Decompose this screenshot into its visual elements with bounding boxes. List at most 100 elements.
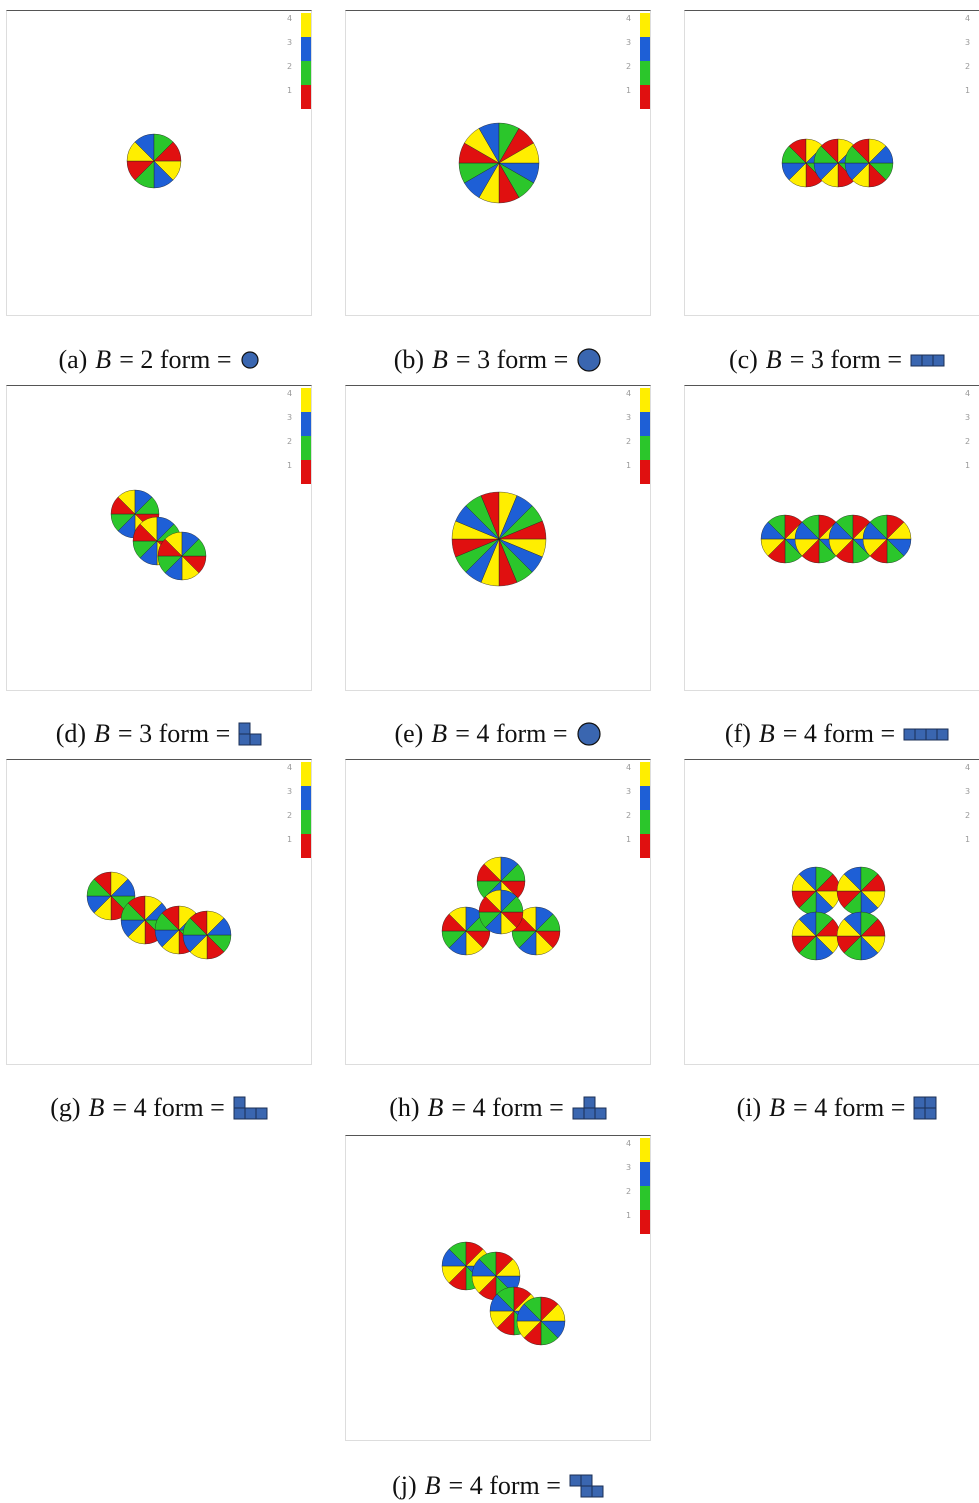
blob bbox=[844, 138, 894, 188]
caption-symbol: B bbox=[769, 1093, 786, 1122]
blob bbox=[791, 911, 841, 961]
caption-text: = 3 form = bbox=[789, 345, 903, 374]
form-icon bbox=[569, 1474, 604, 1498]
blob bbox=[836, 866, 886, 916]
caption-label: (i) bbox=[736, 1093, 762, 1122]
colorbar-label: 1 bbox=[626, 1211, 631, 1220]
blob bbox=[511, 906, 561, 956]
colorbar-segment bbox=[640, 1162, 650, 1186]
caption-symbol: B bbox=[94, 719, 110, 748]
colorbar-label: 4 bbox=[287, 763, 292, 772]
caption-symbol: B bbox=[431, 719, 448, 748]
colorbar-segment bbox=[301, 436, 311, 460]
form-icon bbox=[910, 354, 945, 366]
colorbar-segment bbox=[301, 412, 311, 436]
colorbar-label: 1 bbox=[626, 86, 631, 95]
caption: (e) B = 4 form = bbox=[333, 717, 663, 751]
blob bbox=[781, 138, 831, 188]
colorbar-label: 1 bbox=[287, 461, 292, 470]
colorbar-segment bbox=[301, 460, 311, 484]
blob bbox=[86, 871, 136, 921]
caption: (i) B = 4 form = bbox=[672, 1091, 979, 1125]
panel: 4 3 2 1 bbox=[684, 10, 979, 316]
wedge bbox=[498, 520, 547, 540]
wedge bbox=[886, 521, 912, 540]
panel: 4 3 2 1 bbox=[345, 385, 651, 691]
colorbar-label: 2 bbox=[965, 437, 970, 446]
blob bbox=[458, 122, 540, 204]
caption-label: (b) bbox=[393, 345, 425, 374]
colorbar-segment bbox=[640, 460, 650, 484]
colorbar-segment bbox=[640, 810, 650, 834]
form-square bbox=[244, 1107, 257, 1120]
form-square bbox=[233, 1096, 246, 1109]
form-icon bbox=[913, 1096, 937, 1120]
blob bbox=[791, 866, 841, 916]
wedge bbox=[134, 496, 160, 515]
colorbar-label: 2 bbox=[287, 62, 292, 71]
colorbar-label: 2 bbox=[965, 62, 970, 71]
colorbar-label: 4 bbox=[626, 389, 631, 398]
form-circle bbox=[240, 351, 259, 369]
wedge bbox=[495, 1258, 521, 1277]
form-icon bbox=[576, 722, 601, 746]
colorbar-label: 3 bbox=[965, 787, 970, 796]
form-icon bbox=[903, 728, 949, 740]
colorbar-segment bbox=[640, 1210, 650, 1234]
colorbar-label: 3 bbox=[965, 38, 970, 47]
form-square bbox=[583, 1096, 596, 1109]
colorbar-label: 3 bbox=[287, 413, 292, 422]
form-square bbox=[594, 1107, 607, 1120]
colorbar-segment bbox=[301, 13, 311, 37]
colorbar: 4 3 2 1 bbox=[287, 13, 311, 109]
colorbar-label: 2 bbox=[287, 811, 292, 820]
caption-symbol: B bbox=[88, 1093, 105, 1122]
caption: (j) B = 4 form = bbox=[333, 1469, 663, 1503]
colorbar: 4 3 2 1 bbox=[287, 388, 311, 484]
colorbar-segment bbox=[640, 13, 650, 37]
caption-symbol: B bbox=[427, 1093, 444, 1122]
colorbar-label: 4 bbox=[287, 14, 292, 23]
blob bbox=[478, 889, 524, 935]
colorbar-segment bbox=[640, 61, 650, 85]
colorbar-label: 3 bbox=[626, 413, 631, 422]
colorbar: 4 3 2 1 bbox=[626, 762, 650, 858]
wedge bbox=[498, 142, 540, 164]
blob bbox=[157, 531, 207, 581]
colorbar-segment bbox=[640, 834, 650, 858]
caption-text: = 3 form = bbox=[455, 345, 569, 374]
colorbar-segment bbox=[640, 762, 650, 786]
colorbar-label: 2 bbox=[287, 437, 292, 446]
colorbar-label: 1 bbox=[626, 461, 631, 470]
wedge bbox=[860, 873, 886, 892]
blob bbox=[182, 910, 232, 960]
colorbar-segment bbox=[301, 388, 311, 412]
panel: 4 3 2 1 bbox=[684, 385, 979, 691]
form-icon bbox=[233, 1096, 268, 1120]
form-square bbox=[910, 354, 923, 366]
form-square bbox=[913, 1107, 926, 1120]
caption: (g) B = 4 form = bbox=[0, 1091, 324, 1125]
caption-text: = 4 form = bbox=[112, 1093, 225, 1122]
blob bbox=[451, 491, 547, 587]
form-square bbox=[936, 728, 949, 740]
blob bbox=[471, 1251, 521, 1301]
caption-label: (g) bbox=[50, 1093, 81, 1122]
panel: 4 3 2 1 bbox=[345, 759, 651, 1065]
colorbar-segment bbox=[301, 762, 311, 786]
colorbar-segment bbox=[640, 786, 650, 810]
form-circle bbox=[577, 348, 601, 372]
caption-text: = 4 form = bbox=[782, 719, 896, 748]
colorbar: 4 3 2 1 bbox=[287, 762, 311, 858]
caption: (a) B = 2 form = bbox=[0, 343, 324, 377]
caption-symbol: B bbox=[432, 345, 448, 374]
form-icon bbox=[577, 348, 601, 372]
colorbar: 4 3 2 1 bbox=[626, 1138, 650, 1234]
colorbar-label: 2 bbox=[626, 811, 631, 820]
form-square bbox=[580, 1485, 593, 1498]
caption-text: = 4 form = bbox=[451, 1093, 564, 1122]
wedge bbox=[500, 863, 526, 882]
colorbar-label: 2 bbox=[626, 62, 631, 71]
caption-symbol: B bbox=[95, 345, 112, 374]
